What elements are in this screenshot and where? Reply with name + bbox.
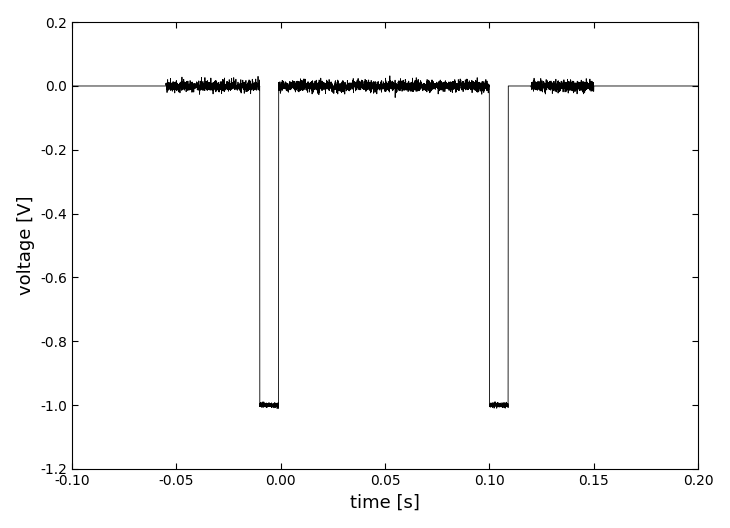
Y-axis label: voltage [V]: voltage [V] bbox=[17, 196, 34, 295]
X-axis label: time [s]: time [s] bbox=[350, 493, 420, 511]
